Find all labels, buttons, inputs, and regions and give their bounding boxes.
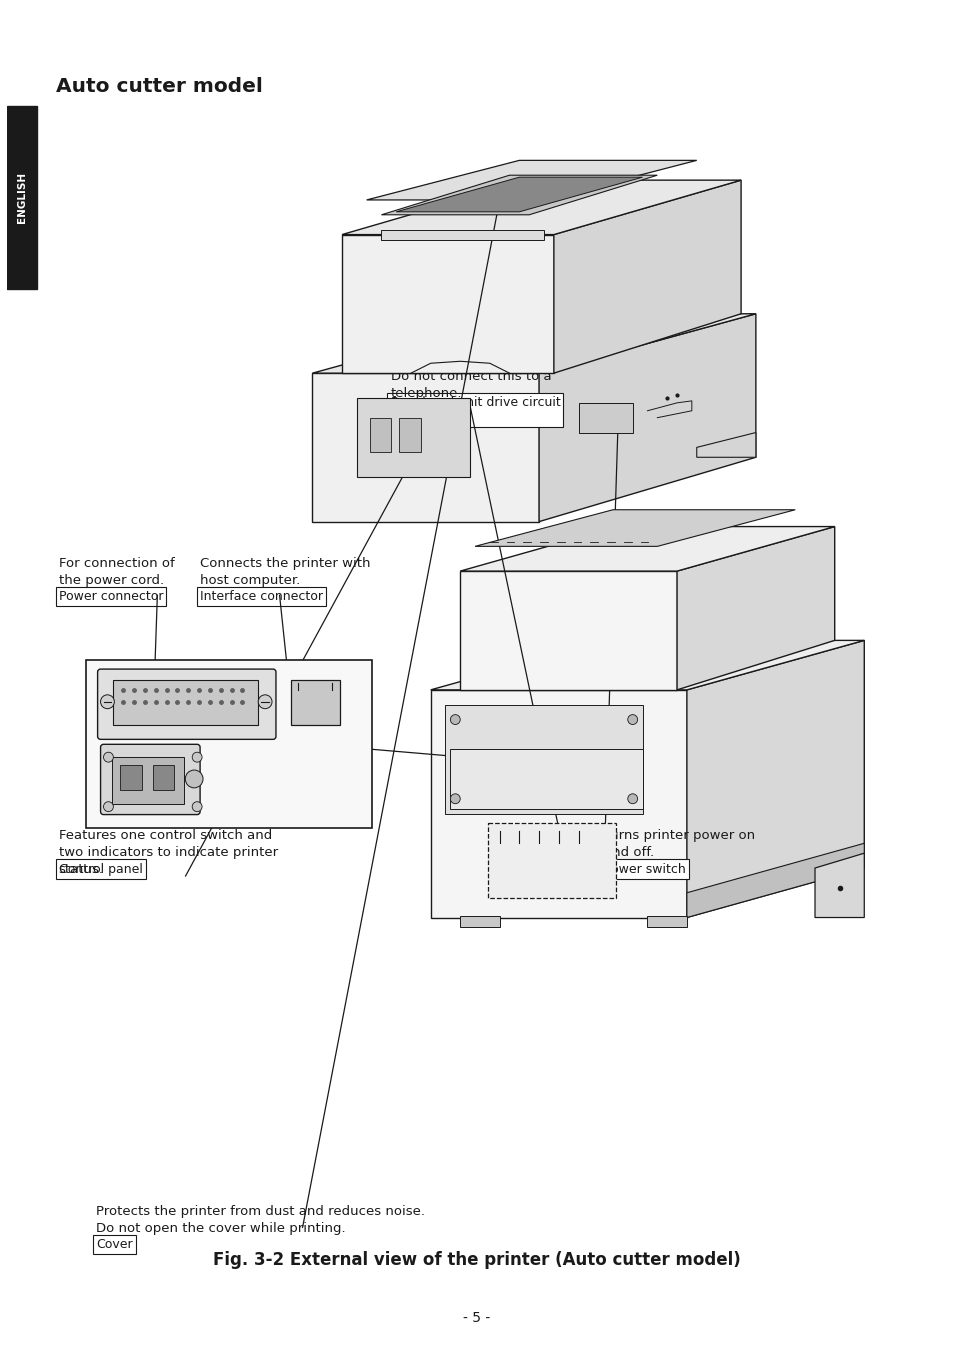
Text: For connection of
the power cord.: For connection of the power cord. [58, 557, 174, 587]
Polygon shape [341, 234, 554, 373]
Text: Auto cutter model: Auto cutter model [56, 77, 262, 96]
Bar [7, 106, 36, 289]
Polygon shape [677, 527, 834, 690]
Circle shape [627, 714, 637, 725]
Bar [291, 680, 339, 725]
Polygon shape [395, 178, 642, 211]
Polygon shape [430, 690, 686, 917]
Polygon shape [112, 757, 184, 804]
Circle shape [100, 695, 114, 709]
Circle shape [104, 752, 113, 762]
Circle shape [258, 695, 272, 709]
Text: Features one control switch and
two indicators to indicate printer
status.: Features one control switch and two indi… [58, 829, 277, 877]
Text: Control panel: Control panel [58, 863, 142, 875]
Text: Power switch: Power switch [603, 863, 685, 875]
Bar [120, 766, 142, 790]
Text: Connects the printer with
host computer.: Connects the printer with host computer. [199, 557, 370, 587]
Polygon shape [312, 373, 538, 522]
Circle shape [450, 794, 459, 804]
Polygon shape [475, 509, 795, 546]
Text: Protects the printer from dust and reduces noise.
Do not open the cover while pr: Protects the printer from dust and reduc… [96, 1205, 425, 1234]
Polygon shape [430, 641, 863, 690]
Circle shape [185, 770, 203, 787]
Text: Fig. 3-2 External view of the printer (Auto cutter model): Fig. 3-2 External view of the printer (A… [213, 1252, 740, 1270]
Text: ENGLISH: ENGLISH [17, 172, 27, 224]
Polygon shape [381, 229, 543, 240]
Bar [647, 916, 686, 927]
Text: Peripheral unit drive circuit
connector: Peripheral unit drive circuit connector [390, 396, 559, 424]
Bar [445, 705, 642, 813]
Circle shape [192, 802, 202, 812]
Bar [398, 417, 420, 453]
Polygon shape [686, 843, 863, 917]
Polygon shape [366, 160, 696, 201]
FancyBboxPatch shape [97, 669, 275, 740]
Circle shape [450, 714, 459, 725]
Bar [152, 766, 174, 790]
Circle shape [104, 802, 113, 812]
Text: Connects to peripheral units
such as cash drawers, etc.
Do not connect this to a: Connects to peripheral units such as cas… [390, 336, 579, 400]
Bar [356, 398, 470, 477]
Text: Cover: Cover [96, 1238, 132, 1251]
Polygon shape [381, 175, 657, 215]
Text: Interface connector: Interface connector [199, 591, 322, 603]
Polygon shape [459, 570, 677, 690]
Circle shape [627, 794, 637, 804]
Polygon shape [538, 314, 755, 522]
Bar [578, 402, 632, 432]
Bar [459, 916, 499, 927]
Bar [86, 660, 371, 828]
Polygon shape [312, 314, 755, 373]
Bar [369, 417, 391, 453]
Polygon shape [696, 432, 755, 457]
Polygon shape [686, 641, 863, 917]
Text: Turns printer power on
and off.: Turns printer power on and off. [603, 829, 754, 859]
Polygon shape [113, 680, 258, 725]
Polygon shape [814, 854, 863, 917]
Text: - 5 -: - 5 - [463, 1310, 490, 1324]
FancyBboxPatch shape [100, 744, 200, 814]
Bar [487, 824, 616, 898]
Polygon shape [459, 527, 834, 570]
Polygon shape [341, 180, 740, 234]
Polygon shape [554, 180, 740, 373]
Text: Power connector: Power connector [58, 591, 163, 603]
Circle shape [192, 752, 202, 762]
Bar [450, 749, 642, 809]
